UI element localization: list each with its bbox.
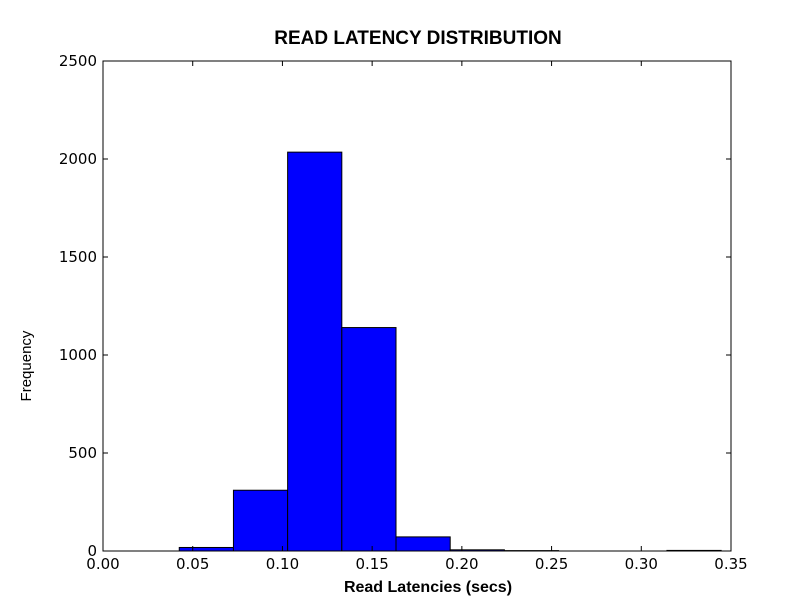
y-tick-label: 2500	[59, 52, 97, 70]
x-tick-label: 0.15	[355, 555, 388, 573]
histogram-bar	[342, 328, 396, 551]
x-tick-label: 0.25	[535, 555, 568, 573]
y-axis-label: Frequency	[18, 330, 35, 401]
x-tick-label: 0.30	[625, 555, 658, 573]
x-tick-label: 0.10	[266, 555, 299, 573]
chart-title: READ LATENCY DISTRIBUTION	[274, 28, 561, 49]
plot-frame	[103, 61, 731, 551]
x-tick-label: 0.05	[176, 555, 209, 573]
y-tick-label: 1500	[59, 248, 97, 266]
y-tick-label: 500	[68, 444, 97, 462]
histogram-bars	[179, 152, 721, 551]
x-tick-label: 0.35	[714, 555, 747, 573]
y-tick-label: 0	[87, 542, 97, 560]
histogram-bar	[288, 152, 342, 551]
y-tick-label: 1000	[59, 346, 97, 364]
histogram-bar	[396, 537, 450, 551]
histogram-bar	[179, 547, 233, 551]
y-tick-label: 2000	[59, 150, 97, 168]
x-tick-label: 0.20	[445, 555, 478, 573]
x-axis-label: Read Latencies (secs)	[344, 579, 512, 596]
histogram-bar	[233, 490, 287, 551]
